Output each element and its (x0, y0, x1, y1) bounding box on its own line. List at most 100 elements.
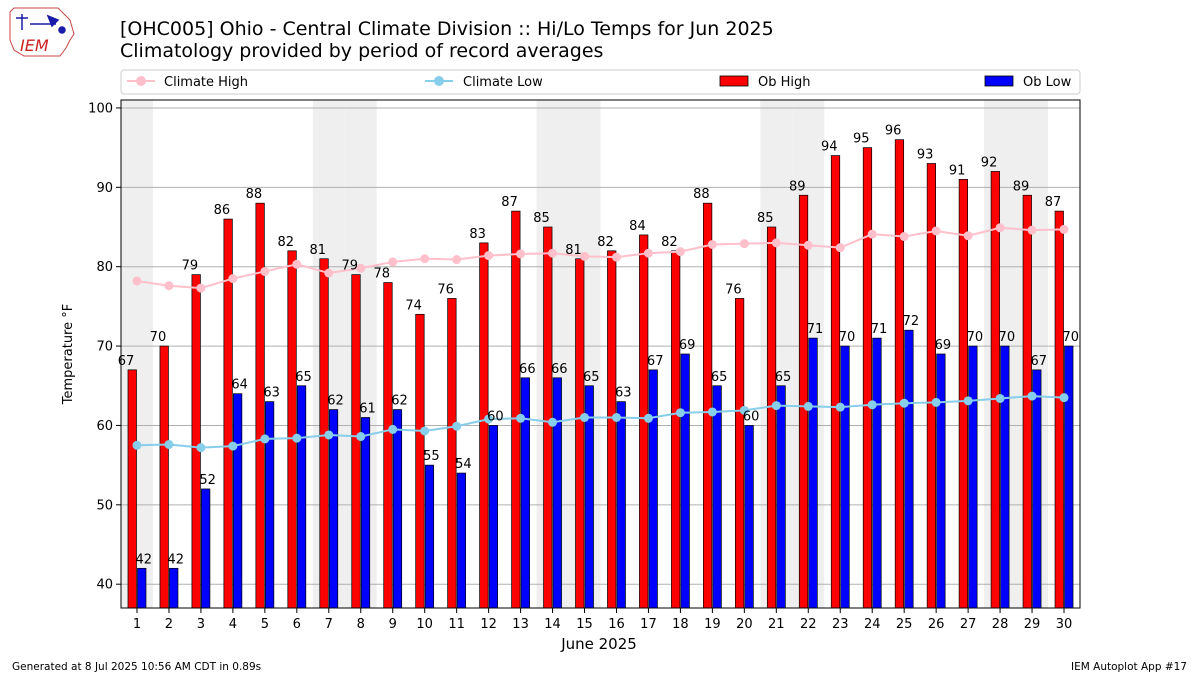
ob-low-value-label-12: 60 (487, 409, 504, 424)
ob-high-value-label-19: 88 (693, 187, 710, 202)
ob-high-value-label-6: 82 (278, 235, 295, 250)
ob-high-value-label-24: 95 (853, 132, 870, 147)
ob-low-bar-12 (488, 425, 498, 609)
climate-high-point-22 (803, 240, 813, 250)
ob-low-value-label-18: 69 (679, 338, 696, 353)
ob-high-bar-15 (575, 258, 585, 609)
ob-high-value-label-1: 67 (118, 354, 135, 369)
plot-frame (120, 99, 1081, 609)
ob-low-value-label-21: 65 (775, 370, 792, 385)
chart-title: [OHC005] Ohio - Central Climate Division… (120, 18, 774, 40)
ob-high-bar-29 (1022, 194, 1032, 609)
climate-low-point-12 (484, 414, 494, 424)
ob-low-bar-1 (137, 567, 147, 609)
x-tick-label-28: 28 (992, 617, 1009, 632)
weekend-shade-day-21 (760, 100, 793, 608)
ob-high-bar-14 (543, 226, 553, 609)
footer-generated: Generated at 8 Jul 2025 10:56 AM CDT in … (12, 661, 261, 673)
ob-low-value-label-8: 61 (359, 402, 376, 417)
ob-high-bar-11 (447, 298, 457, 609)
x-tick-label-23: 23 (832, 617, 849, 632)
x-tick-label-16: 16 (608, 617, 625, 632)
x-tick-label-5: 5 (261, 617, 269, 632)
x-tick-label-13: 13 (512, 617, 529, 632)
legend-climate-high-label: Climate High (164, 75, 248, 90)
climate-high-point-5 (260, 266, 270, 276)
ob-high-value-label-23: 94 (821, 140, 838, 155)
ob-high-value-label-7: 81 (310, 243, 327, 258)
ob-high-bar-13 (511, 210, 521, 609)
ob-high-bar-23 (830, 155, 841, 609)
legend-ob-high-swatch (719, 75, 749, 87)
climate-high-point-18 (675, 247, 685, 257)
ob-high-value-label-8: 79 (341, 259, 358, 274)
ob-high-bar-30 (1054, 210, 1064, 609)
x-tick-label-4: 4 (229, 617, 237, 632)
ob-low-value-label-6: 65 (295, 370, 312, 385)
climate-high-point-2 (164, 281, 174, 291)
ob-high-value-label-18: 82 (661, 235, 678, 250)
ob-low-bar-17 (648, 369, 658, 609)
ob-low-value-label-19: 65 (711, 370, 728, 385)
climate-lines (132, 223, 1069, 453)
ob-low-value-label-2: 42 (167, 552, 184, 567)
climate-high-point-23 (835, 243, 845, 253)
climate-high-line (136, 226, 1065, 290)
ob-high-bar-24 (862, 147, 873, 609)
climate-high-point-10 (420, 254, 430, 264)
x-tick-label-21: 21 (768, 617, 785, 632)
climate-low-point-21 (771, 401, 781, 411)
x-tick-label-2: 2 (165, 617, 173, 632)
climate-high-point-12 (484, 251, 494, 261)
ob-low-value-label-1: 42 (135, 552, 152, 567)
ob-low-value-label-30: 70 (1062, 330, 1079, 345)
climate-high-point-20 (739, 239, 749, 249)
weekend-shade-day-15 (568, 100, 601, 608)
x-tick-label-14: 14 (544, 617, 561, 632)
weekend-shade-day-8 (344, 100, 377, 608)
ob-high-value-label-28: 92 (981, 155, 998, 170)
ob-low-bar-16 (616, 401, 626, 609)
ob-low-bar-3 (201, 488, 211, 609)
climate-high-point-16 (611, 252, 621, 262)
ob-high-bar-12 (479, 242, 489, 609)
y-tick-label-50: 50 (96, 498, 113, 513)
climate-low-point-15 (580, 413, 590, 422)
climate-high-point-9 (388, 257, 398, 267)
legend-ob-high-label: Ob High (758, 75, 811, 90)
ob-low-value-label-10: 55 (423, 449, 440, 464)
climate-high-point-8 (356, 263, 366, 273)
ob-high-bar-3 (191, 274, 201, 609)
climate-high-point-26 (931, 226, 941, 236)
x-tick-label-7: 7 (325, 617, 333, 632)
climate-low-point-9 (388, 424, 398, 434)
climate-low-point-3 (196, 443, 206, 453)
ob-low-bar-26 (936, 353, 946, 609)
climate-high-point-24 (867, 229, 877, 239)
x-tick-label-10: 10 (416, 617, 433, 632)
ob-low-value-label-17: 67 (647, 354, 664, 369)
climate-low-point-24 (867, 400, 877, 410)
ob-high-value-label-10: 74 (405, 298, 422, 313)
legend-ob-high: Ob High (719, 75, 811, 90)
ob-low-value-label-27: 70 (967, 330, 984, 345)
climate-high-point-15 (580, 251, 590, 261)
ob-low-value-label-24: 71 (871, 322, 888, 337)
x-tick-label-1: 1 (133, 617, 141, 632)
logo-text: IEM (20, 36, 49, 55)
ob-low-value-label-13: 66 (519, 362, 536, 377)
ob-high-value-label-11: 76 (437, 282, 454, 297)
ob-low-value-label-14: 66 (551, 362, 568, 377)
ob-low-value-label-28: 70 (999, 330, 1016, 345)
weekend-shading (121, 100, 1049, 608)
ob-high-value-label-15: 81 (565, 243, 582, 258)
x-tick-label-29: 29 (1024, 617, 1041, 632)
ob-low-bar-19 (712, 385, 722, 609)
ob-high-bar-1 (127, 369, 137, 609)
weekend-shade-day-22 (792, 100, 825, 608)
climate-low-point-16 (611, 413, 621, 422)
iem-logo[interactable]: IEM (9, 7, 75, 57)
ob-low-bar-5 (265, 401, 275, 609)
y-tick-label-60: 60 (96, 419, 113, 434)
